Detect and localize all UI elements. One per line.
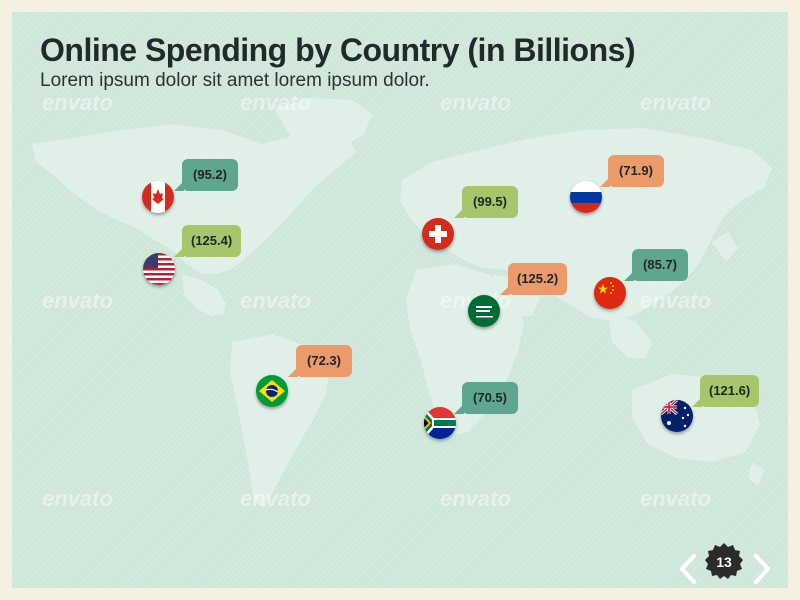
canada-flag-icon[interactable] bbox=[142, 181, 174, 213]
watermark: envato bbox=[42, 288, 113, 313]
watermark: envato bbox=[640, 486, 711, 511]
watermark: envato bbox=[440, 486, 511, 511]
australia-flag-icon[interactable] bbox=[661, 400, 693, 432]
watermark: envato bbox=[240, 486, 311, 511]
slide-title: Online Spending by Country (in Billions) bbox=[40, 32, 636, 68]
watermark: envato bbox=[42, 90, 113, 115]
south-africa-value-label: (70.5) bbox=[454, 382, 518, 414]
watermark: envato bbox=[42, 486, 113, 511]
russia-value-label: (71.9) bbox=[600, 155, 664, 187]
switzerland-value-label: (99.5) bbox=[454, 186, 518, 218]
south-africa-flag-icon[interactable] bbox=[424, 407, 456, 439]
switzerland-flag-icon[interactable] bbox=[422, 218, 454, 250]
brazil-flag-icon[interactable] bbox=[256, 375, 288, 407]
saudi-arabia-value-label: (125.2) bbox=[499, 263, 568, 295]
saudi-arabia-flag-icon[interactable] bbox=[468, 295, 500, 327]
chevron-left-icon[interactable] bbox=[676, 552, 702, 586]
watermark: envato bbox=[640, 90, 711, 115]
watermark: envato bbox=[440, 90, 511, 115]
china-flag-icon[interactable] bbox=[594, 277, 626, 309]
page-number: 13 bbox=[716, 554, 732, 570]
page-badge bbox=[705, 543, 743, 579]
watermark: envato bbox=[240, 90, 311, 115]
chevron-right-icon[interactable] bbox=[748, 552, 774, 586]
usa-value-label: (125.4) bbox=[173, 225, 242, 257]
watermark: envato bbox=[240, 288, 311, 313]
china-value-label: (85.7) bbox=[624, 249, 688, 281]
slide: envato envato envato envato envato envat… bbox=[12, 12, 788, 588]
australia-value-label: (121.6) bbox=[691, 375, 760, 407]
slide-subtitle: Lorem ipsum dolor sit amet lorem ipsum d… bbox=[40, 70, 430, 91]
canada-value-label: (95.2) bbox=[174, 159, 238, 191]
watermark: envato bbox=[640, 288, 711, 313]
brazil-value-label: (72.3) bbox=[288, 345, 352, 377]
russia-flag-icon[interactable] bbox=[570, 181, 602, 213]
usa-flag-icon[interactable] bbox=[143, 253, 175, 285]
